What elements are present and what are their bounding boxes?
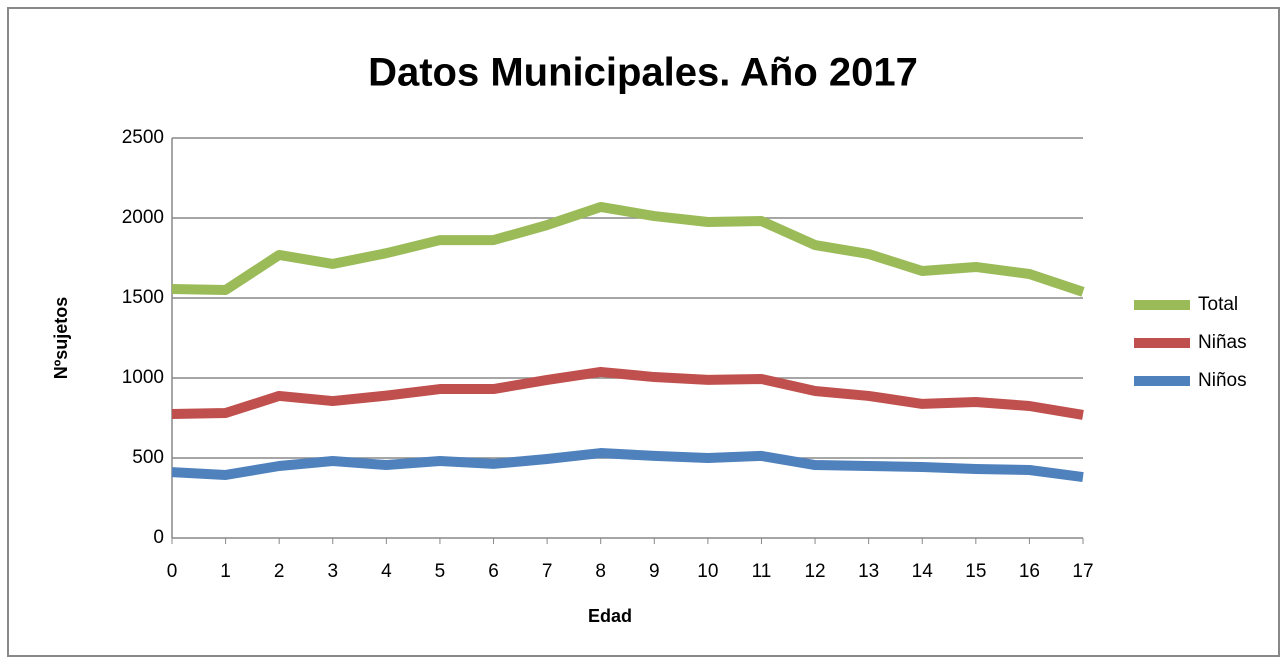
x-tick-label: 1 <box>220 561 231 582</box>
x-tick-label: 17 <box>1072 561 1093 582</box>
legend-label: Total <box>1198 294 1238 315</box>
y-tick-label: 1500 <box>122 287 164 308</box>
x-tick-label: 0 <box>167 561 178 582</box>
series-line <box>171 448 1084 482</box>
x-tick-label: 6 <box>488 561 499 582</box>
x-tick-label: 16 <box>1019 561 1040 582</box>
y-tick-label: 0 <box>153 527 164 548</box>
y-axis-label: Nºsujetos <box>51 297 71 380</box>
y-tick-label: 2500 <box>122 127 164 148</box>
y-tick-label: 1000 <box>122 367 164 388</box>
series-line <box>171 366 1084 420</box>
legend-label: Niños <box>1198 370 1247 391</box>
x-axis-label: Edad <box>588 606 632 626</box>
x-tick-label: 14 <box>912 561 934 582</box>
y-tick-label: 2000 <box>122 207 164 228</box>
x-tick-label: 2 <box>274 561 285 582</box>
x-tick-label: 5 <box>435 561 446 582</box>
x-tick-label: 3 <box>327 561 338 582</box>
series-line <box>171 201 1085 297</box>
x-tick-label: 13 <box>858 561 879 582</box>
x-tick-label: 7 <box>542 561 553 582</box>
x-tick-label: 8 <box>595 561 606 582</box>
x-tick-label: 15 <box>965 561 986 582</box>
x-tick-label: 11 <box>752 561 772 582</box>
legend-label: Niñas <box>1198 332 1247 353</box>
x-tick-label: 9 <box>649 561 660 582</box>
x-tick-label: 4 <box>381 561 392 582</box>
y-tick-label: 500 <box>132 447 164 468</box>
x-tick-label: 12 <box>804 561 825 582</box>
chart-title: Datos Municipales. Año 2017 <box>368 51 918 95</box>
x-tick-label: 10 <box>697 561 718 582</box>
chart-frame <box>7 7 1280 657</box>
